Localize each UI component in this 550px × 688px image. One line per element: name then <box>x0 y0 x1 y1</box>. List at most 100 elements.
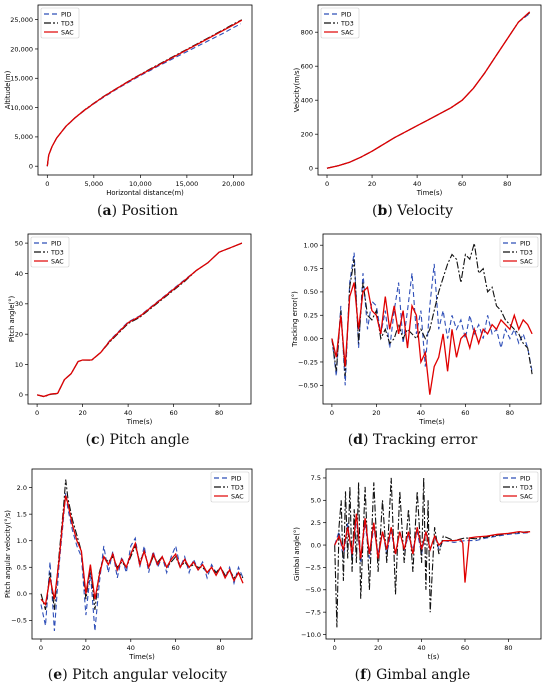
y-tick-label: 7.5 <box>311 474 321 482</box>
y-tick-label: −0.25 <box>298 358 318 366</box>
x-tick-label: 80 <box>216 644 224 652</box>
y-tick-label: 15,000 <box>10 75 33 83</box>
y-tick-label: 20 <box>15 330 23 338</box>
x-tick-label: 15,000 <box>175 180 198 188</box>
x-tick-label: 80 <box>506 409 514 417</box>
series-line-pid <box>40 492 244 632</box>
y-tick-label: 10,000 <box>10 104 33 112</box>
series-line-pid <box>331 252 533 386</box>
legend-label-sac: SAC <box>520 493 533 500</box>
legend: PID TD3 SAC <box>210 471 250 503</box>
chart-panel-6: 0 20 40 60 80 −10.0 −7.5 −5.0 −2.5 0.0 2.5 5.0 7.5 t(… <box>293 468 542 661</box>
legend-box <box>320 7 360 39</box>
y-tick-label: −2.5 <box>305 564 321 572</box>
series-line-td3 <box>331 243 533 377</box>
y-tick-label: 1.00 <box>304 242 318 250</box>
legend-label-td3: TD3 <box>50 249 64 256</box>
y-tick-label: −7.5 <box>305 608 321 616</box>
y-tick-label: −0.5 <box>11 617 27 625</box>
legend-label-pid: PID <box>520 240 531 247</box>
y-axis-label: Gimbal angle(°) <box>293 527 301 581</box>
legend-box <box>499 236 539 268</box>
legend-label-pid: PID <box>231 475 242 482</box>
x-tick-label: 0 <box>45 180 49 188</box>
y-tick-label: 1.0 <box>17 537 27 545</box>
caption-e: (e) Pitch angular velocity <box>47 667 228 683</box>
caption-c: (c) Pitch angle <box>85 432 190 448</box>
legend-label-pid: PID <box>61 11 72 18</box>
legend-label-sac: SAC <box>61 29 74 36</box>
series-line-sac <box>46 19 243 167</box>
x-axis-label: Time(s) <box>418 418 445 426</box>
x-tick-label: 80 <box>503 180 511 188</box>
chart-panel-1: 0 5,000 10,000 15,000 20,000 0 5,000 10,000 15,0… <box>4 4 253 197</box>
x-tick-label: 0 <box>325 180 329 188</box>
x-tick-label: 40 <box>127 644 135 652</box>
caption-b: (b) Velocity <box>371 203 454 219</box>
y-tick-label: 0.50 <box>304 288 318 296</box>
y-tick-label: 1.5 <box>17 510 27 518</box>
legend-label-pid: PID <box>520 475 531 482</box>
y-tick-label: −0.50 <box>298 382 318 390</box>
y-tick-label: −10.0 <box>301 631 321 639</box>
y-tick-label: 10 <box>15 361 23 369</box>
y-axis-label: Pitch angular velocity(°/s) <box>4 510 12 598</box>
y-axis-label: Velocity(m/s) <box>293 67 301 112</box>
y-tick-label: 0.75 <box>304 265 318 273</box>
chart-panel-4: 0 20 40 60 80 −0.50 −0.25 0.00 0.25 0.50 0.75 1.00 T… <box>291 233 542 426</box>
x-tick-label: 0 <box>39 644 43 652</box>
x-tick-label: 60 <box>461 409 469 417</box>
legend: PID TD3 SAC <box>40 7 80 39</box>
legend-label-td3: TD3 <box>60 20 74 27</box>
x-tick-label: 40 <box>124 409 132 417</box>
legend-label-sac: SAC <box>231 493 244 500</box>
y-tick-label: 50 <box>15 239 23 247</box>
x-axis-label: Time(s) <box>128 653 155 661</box>
legend-box <box>210 471 250 503</box>
legend-label-td3: TD3 <box>519 249 533 256</box>
x-tick-label: 80 <box>504 644 512 652</box>
legend-label-td3: TD3 <box>519 484 533 491</box>
legend: PID TD3 SAC <box>320 7 360 39</box>
y-tick-label: 600 <box>301 63 313 71</box>
y-tick-label: 2.5 <box>311 519 321 527</box>
x-tick-label: 60 <box>458 180 466 188</box>
plot-frame <box>325 468 542 640</box>
legend-box <box>40 7 80 39</box>
x-tick-label: 0 <box>330 409 334 417</box>
x-tick-label: 60 <box>461 644 469 652</box>
x-tick-label: 0 <box>333 644 337 652</box>
x-tick-label: 20 <box>372 409 380 417</box>
y-tick-label: 25,000 <box>10 16 33 24</box>
series-line-sac <box>334 513 531 583</box>
legend-label-pid: PID <box>51 240 62 247</box>
legend-box <box>30 236 70 268</box>
y-tick-label: 40 <box>15 270 23 278</box>
legend-label-td3: TD3 <box>230 484 244 491</box>
x-tick-label: 0 <box>35 409 39 417</box>
y-tick-label: 0 <box>19 391 23 399</box>
x-tick-label: 10,000 <box>129 180 152 188</box>
chart-panel-3: 0 20 40 60 80 0 10 20 30 40 50 Time(s) Pitch angle(°… <box>8 233 252 426</box>
x-tick-label: 20 <box>368 180 376 188</box>
y-tick-label: −5.0 <box>305 586 321 594</box>
series-line-sac <box>40 495 244 606</box>
x-tick-label: 40 <box>413 180 421 188</box>
plot-frame <box>31 468 253 640</box>
legend-box <box>499 471 539 503</box>
legend-label-pid: PID <box>341 11 352 18</box>
caption-f: (f) Gimbal angle <box>354 667 471 683</box>
legend: PID TD3 SAC <box>499 236 539 268</box>
y-tick-label: 0.25 <box>304 312 318 320</box>
x-tick-label: 40 <box>417 644 425 652</box>
y-tick-label: 5,000 <box>14 133 33 141</box>
chart-panel-2: 0 20 40 60 800200400600800Time(s)Velocity(m/… <box>293 4 542 197</box>
y-tick-label: 800 <box>301 29 313 37</box>
series-line-td3 <box>46 19 243 167</box>
series-line-pid <box>46 23 242 167</box>
x-tick-label: 60 <box>172 644 180 652</box>
x-tick-label: 5,000 <box>85 180 104 188</box>
plot-frame <box>27 233 252 405</box>
y-tick-label: 0.0 <box>311 541 321 549</box>
